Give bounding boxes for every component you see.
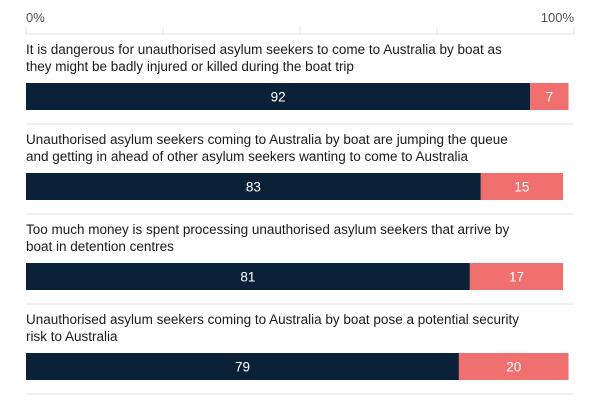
agree-bar: [26, 173, 481, 200]
statement-label: risk to Australia: [26, 329, 118, 344]
chart-rows: It is dangerous for unauthorised asylum …: [26, 42, 569, 380]
axis-label-min: 0%: [26, 10, 45, 25]
statement-label: Too much money is spent processing unaut…: [26, 222, 509, 237]
agree-value-label: 79: [235, 360, 250, 375]
agree-value-label: 83: [246, 180, 261, 195]
disagree-bar: [458, 353, 569, 380]
agree-value-label: 92: [271, 90, 286, 105]
agree-value-label: 81: [240, 270, 255, 285]
chart-row: Too much money is spent processing unaut…: [26, 222, 564, 290]
disagree-bar: [480, 173, 564, 200]
statement-label: Unauthorised asylum seekers coming to Au…: [26, 312, 519, 327]
statement-label: boat in detention centres: [26, 239, 174, 254]
gridlines: [25, 27, 575, 395]
agree-bar: [26, 83, 531, 110]
axis-label-max: 100%: [541, 10, 575, 25]
chart-row: Unauthorised asylum seekers coming to Au…: [26, 132, 564, 200]
statement-label: It is dangerous for unauthorised asylum …: [26, 42, 502, 57]
statement-label: they might be badly injured or killed du…: [26, 59, 354, 74]
agree-bar: [26, 353, 459, 380]
disagree-value-label: 15: [514, 180, 529, 195]
statement-label: and getting in ahead of other asylum see…: [26, 149, 469, 164]
disagree-bar: [469, 263, 564, 290]
statement-label: Unauthorised asylum seekers coming to Au…: [26, 132, 508, 147]
disagree-value-label: 17: [509, 270, 524, 285]
disagree-value-label: 7: [546, 90, 554, 105]
agree-bar: [26, 263, 470, 290]
disagree-value-label: 20: [506, 360, 521, 375]
chart-row: Unauthorised asylum seekers coming to Au…: [26, 312, 569, 380]
disagree-bar: [530, 83, 569, 110]
chart-row: It is dangerous for unauthorised asylum …: [26, 42, 569, 110]
